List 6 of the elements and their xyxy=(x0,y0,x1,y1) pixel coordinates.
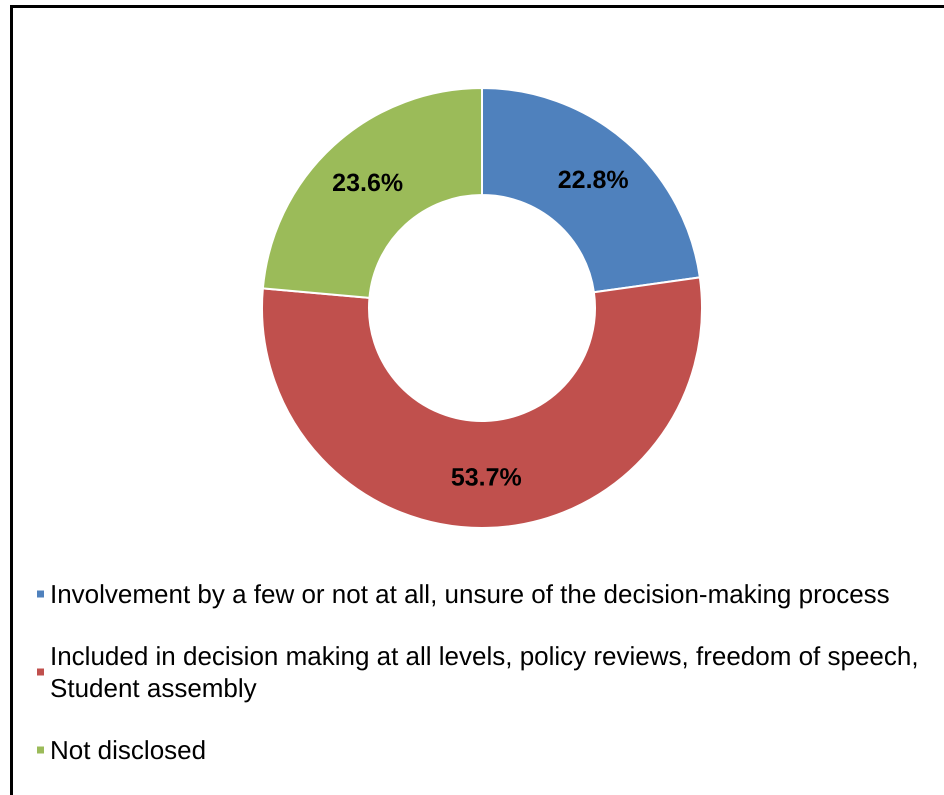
legend-label: Involvement by a few or not at all, unsure of the decision-making process xyxy=(50,579,890,609)
data-label: 53.7% xyxy=(450,463,522,492)
legend-label: Not disclosed xyxy=(50,735,206,765)
data-label: 23.6% xyxy=(332,168,404,197)
data-label: 22.8% xyxy=(558,166,629,194)
legend-label: Included in decision making at all levels, policy reviews, freedom of speech, Student assembly xyxy=(50,641,926,703)
